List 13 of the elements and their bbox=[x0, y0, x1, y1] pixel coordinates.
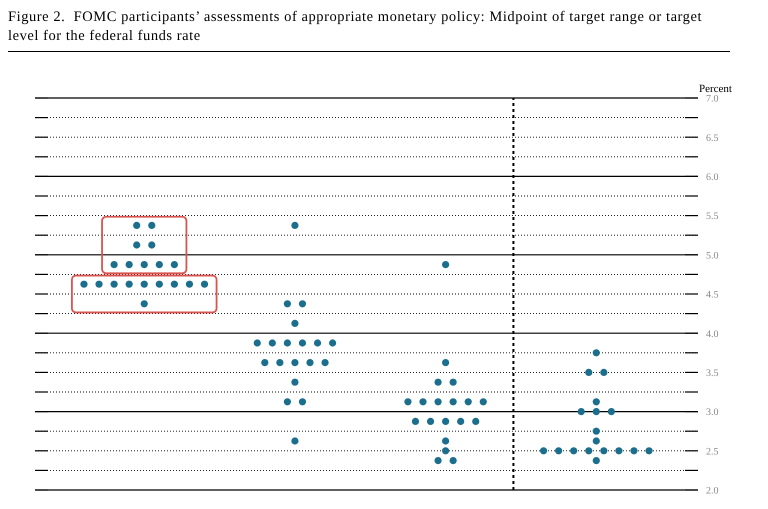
y-tick-label: 5.5 bbox=[706, 211, 718, 222]
y-tick-label: 3.0 bbox=[706, 407, 718, 418]
y-tick-label: 2.5 bbox=[706, 446, 718, 458]
y-tick-label: 3.5 bbox=[706, 368, 718, 379]
y-tick-label: 5.0 bbox=[706, 250, 718, 262]
y-tick-label: 7.0 bbox=[706, 94, 718, 105]
y-tick-label: 6.0 bbox=[706, 172, 718, 183]
y-tick-label: 6.5 bbox=[706, 132, 718, 144]
y-tick-label: 4.0 bbox=[706, 328, 718, 340]
y-tick-label: 4.5 bbox=[706, 290, 718, 301]
chart-title: Figure 2. FOMC participants’ assessments of appropriate monetary policy: Midpoint of target range or target level for the federal funds rate bbox=[8, 8, 730, 52]
y-axis-title: Percent bbox=[699, 83, 732, 95]
y-tick-label: 2.0 bbox=[706, 486, 718, 497]
